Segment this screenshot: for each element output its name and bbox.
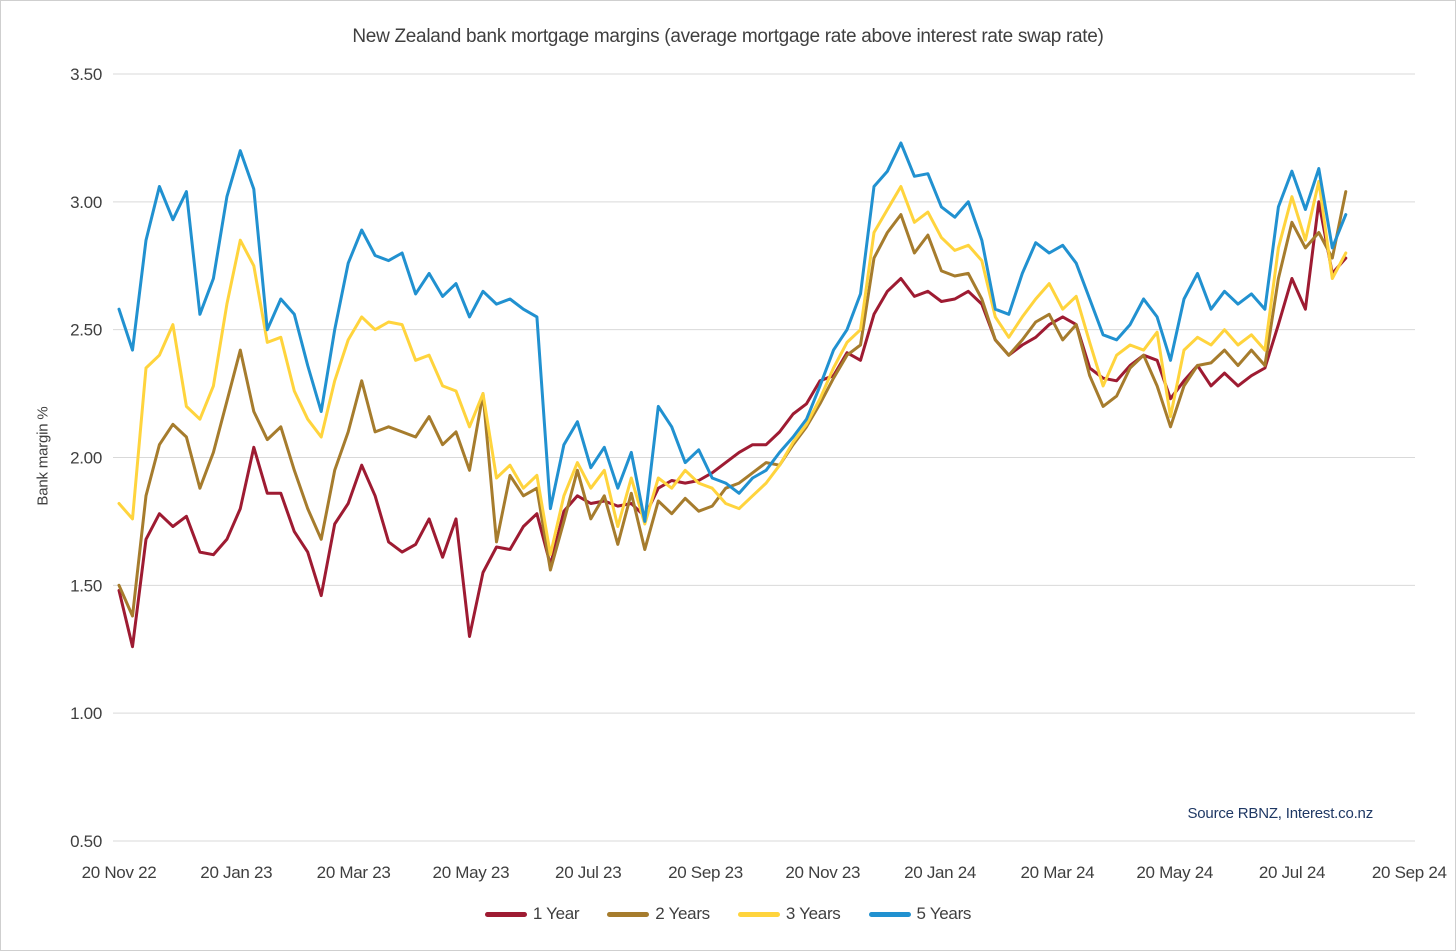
legend-swatch-5-years-icon xyxy=(868,911,911,917)
legend-label-5-years: 5 Years xyxy=(916,904,972,923)
y-tick-label: 3.50 xyxy=(70,65,102,84)
x-tick-label: 20 May 24 xyxy=(1136,863,1213,882)
x-tick-label: 20 Jul 24 xyxy=(1259,863,1325,882)
x-tick-label: 20 May 23 xyxy=(433,863,510,882)
x-tick-label: 20 Sep 23 xyxy=(668,863,743,882)
legend-swatch-1-year-icon xyxy=(484,911,527,917)
legend-item-5-years: 5 Years xyxy=(868,904,972,924)
y-tick-label: 1.00 xyxy=(70,704,102,723)
y-tick-label: 2.50 xyxy=(70,321,102,340)
legend-label-2-years: 2 Years xyxy=(655,904,710,923)
y-tick-label: 2.00 xyxy=(70,449,102,468)
x-tick-label: 20 Jul 23 xyxy=(555,863,621,882)
x-tick-label: 20 Jan 23 xyxy=(200,863,272,882)
series-line-2-years xyxy=(117,190,1348,618)
x-tick-label: 20 Mar 24 xyxy=(1020,863,1094,882)
x-tick-label: 20 Sep 24 xyxy=(1372,863,1447,882)
legend-label-3-years: 3 Years xyxy=(785,904,841,923)
legend-item-3-years: 3 Years xyxy=(737,904,841,924)
y-tick-label: 3.00 xyxy=(70,193,102,212)
y-tick-label: 0.50 xyxy=(70,832,102,851)
chart-title: New Zealand bank mortgage margins (avera… xyxy=(352,26,1104,47)
legend-item-1-year: 1 Year xyxy=(484,904,580,924)
series-line-1-year xyxy=(117,200,1348,649)
x-tick-label: 20 Nov 22 xyxy=(82,863,157,882)
x-tick-label: 20 Nov 23 xyxy=(785,863,860,882)
legend-swatch-2-years-icon xyxy=(607,911,650,917)
source-note: Source RBNZ, Interest.co.nz xyxy=(1187,805,1373,822)
x-tick-label: 20 Mar 23 xyxy=(317,863,391,882)
legend-item-2-years: 2 Years xyxy=(607,904,710,924)
series-line-5-years xyxy=(117,141,1348,523)
legend-label-1-year: 1 Year xyxy=(532,904,580,923)
x-tick-label: 20 Jan 24 xyxy=(904,863,976,882)
series-line-3-years xyxy=(117,179,1348,557)
y-axis-title: Bank margin % xyxy=(34,406,52,506)
chart-legend: 1 Year 2 Years 3 Years 5 Years xyxy=(1,904,1455,924)
y-tick-label: 1.50 xyxy=(70,576,102,595)
legend-swatch-3-years-icon xyxy=(737,911,780,917)
